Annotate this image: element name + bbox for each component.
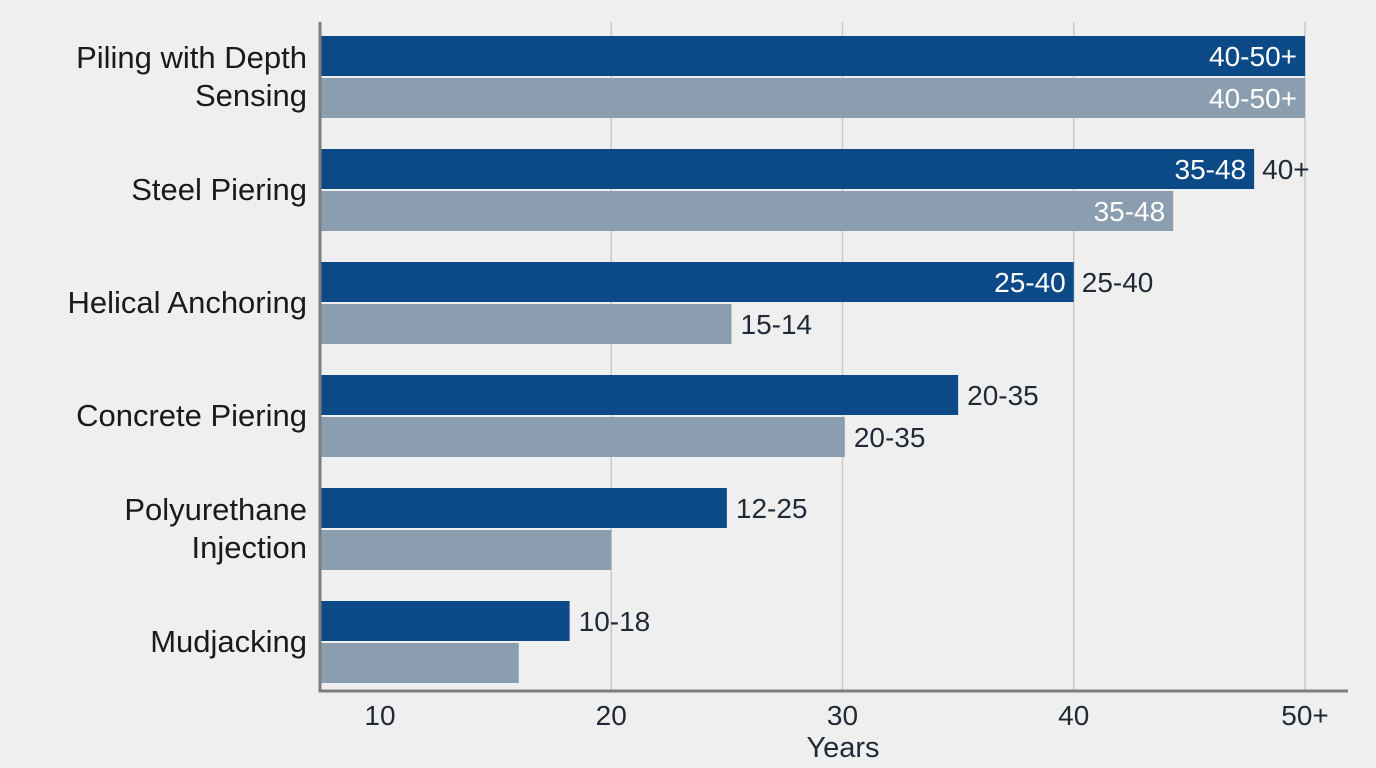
bar-primary-0 bbox=[320, 36, 1305, 76]
grid-lines bbox=[610, 22, 1306, 691]
category-label: Polyurethane bbox=[124, 492, 307, 527]
category-label: Helical Anchoring bbox=[67, 285, 307, 320]
x-tick-label: 50+ bbox=[1281, 700, 1329, 731]
bar-secondary-1 bbox=[320, 191, 1174, 231]
data-label: 10-18 bbox=[579, 606, 651, 637]
bar-secondary-2 bbox=[320, 304, 732, 344]
bar-primary-4 bbox=[320, 488, 727, 528]
bars bbox=[320, 36, 1305, 683]
data-label: 40-50+ bbox=[1209, 83, 1297, 114]
category-label: Mudjacking bbox=[150, 624, 307, 659]
axes bbox=[318, 22, 1348, 693]
data-label: 12-25 bbox=[736, 493, 808, 524]
x-tick-label: 40 bbox=[1058, 700, 1089, 731]
bar-primary-1 bbox=[320, 149, 1255, 189]
x-tick-label: 10 bbox=[364, 700, 395, 731]
x-tick-label: 30 bbox=[827, 700, 858, 731]
bar-primary-5 bbox=[320, 601, 570, 641]
data-label-extra: 25-40 bbox=[1082, 267, 1154, 298]
data-label: 20-35 bbox=[967, 380, 1039, 411]
category-label: Injection bbox=[192, 530, 307, 565]
data-label-extra: 40+ bbox=[1262, 154, 1310, 185]
category-label: Steel Piering bbox=[131, 172, 307, 207]
data-label: 20-35 bbox=[854, 422, 926, 453]
x-tick-label: 20 bbox=[596, 700, 627, 731]
bar-secondary-0 bbox=[320, 78, 1305, 118]
data-label: 35-48 bbox=[1175, 154, 1247, 185]
bar-secondary-3 bbox=[320, 417, 845, 457]
data-label: 40-50+ bbox=[1209, 41, 1297, 72]
x-axis-title: Years bbox=[806, 732, 879, 764]
data-label: 25-40 bbox=[994, 267, 1066, 298]
category-label: Piling with Depth bbox=[76, 40, 307, 75]
category-label: Concrete Piering bbox=[76, 398, 307, 433]
category-label: Sensing bbox=[195, 78, 307, 113]
bar-primary-2 bbox=[320, 262, 1074, 302]
data-label: 35-48 bbox=[1094, 196, 1166, 227]
data-label: 15-14 bbox=[741, 309, 813, 340]
bar-secondary-4 bbox=[320, 530, 612, 570]
bar-primary-3 bbox=[320, 375, 959, 415]
bar-secondary-5 bbox=[320, 643, 519, 683]
labels: 10 20 30 40 50+ 40-50+ 40-50+ Piling with Depth… bbox=[67, 40, 1328, 731]
